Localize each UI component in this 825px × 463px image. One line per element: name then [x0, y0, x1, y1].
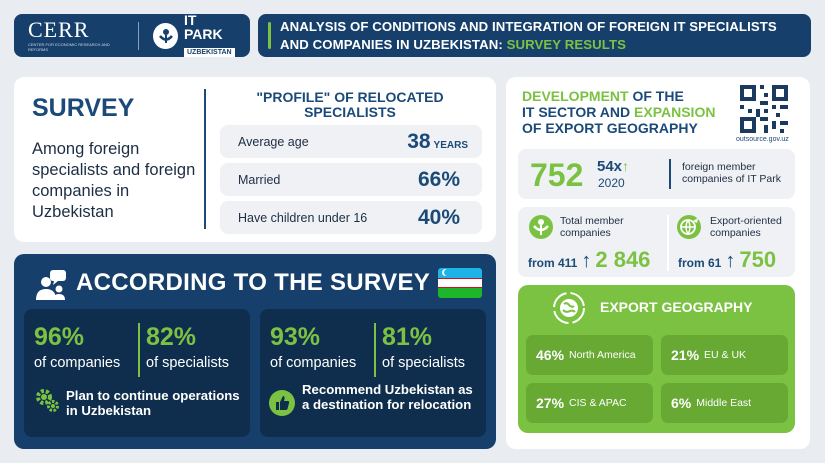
title-part-2: AND COMPANIES IN UZBEKISTAN: — [280, 37, 503, 52]
itpark-logo: IT PARK UZBEKISTAN — [153, 13, 236, 59]
development-heading: DEVELOPMENT OF THE IT SECTOR AND EXPANSI… — [522, 88, 715, 136]
arrow-up-icon: ↑ — [725, 250, 736, 272]
logo-bar: CERR CENTER FOR ECONOMIC RESEARCH AND RE… — [14, 13, 250, 59]
gears-icon — [34, 387, 60, 418]
total-members-growth: from 411 ↑ 2 846 — [528, 247, 650, 273]
companies-percent: 96% — [34, 323, 85, 351]
geo-tile-middle-east: 6% Middle East — [661, 383, 788, 423]
itpark-logo-subtext: UZBEKISTAN — [184, 47, 235, 57]
thumbs-up-icon — [268, 389, 296, 422]
companies-label: of companies — [34, 355, 121, 371]
export-companies-growth: from 61 ↑ 750 — [678, 247, 776, 273]
arrow-up-icon: ↑ — [581, 250, 592, 272]
page-title: ANALYSIS OF CONDITIONS AND INTEGRATION O… — [258, 14, 811, 57]
survey-card: SURVEY Among foreign specialists and for… — [14, 77, 496, 242]
geo-tile-eu-uk: 21% EU & UK — [661, 335, 788, 375]
companies-label: of companies — [270, 355, 357, 371]
itpark-members-icon — [528, 214, 554, 245]
heading-word-of-the: OF THE — [632, 88, 684, 104]
multiplier-text: 54x — [597, 158, 623, 175]
export-from: from 61 — [678, 256, 722, 270]
survey-divider — [204, 89, 206, 229]
geo-tile-cis-apac: 27% CIS & APAC — [526, 383, 653, 423]
cerr-logo-text: CERR — [28, 16, 90, 42]
geo-region: EU & UK — [704, 349, 747, 361]
members-divider — [669, 159, 671, 189]
block-footer-text: Recommend Uzbekistan as a destination fo… — [302, 382, 473, 412]
people-chat-icon — [34, 268, 68, 302]
globe-export-icon — [676, 214, 702, 245]
title-line-2: AND COMPANIES IN UZBEKISTAN: SURVEY RESU… — [280, 36, 799, 54]
profile-row-married: Married 66% — [220, 163, 482, 196]
geo-percent: 21% — [671, 347, 700, 363]
geo-percent: 6% — [671, 395, 692, 411]
heading-word-development: DEVELOPMENT — [522, 88, 629, 104]
export-to: 750 — [739, 247, 777, 272]
specialists-percent: 82% — [146, 323, 197, 351]
survey-heading: SURVEY — [32, 94, 135, 122]
survey-description: Among foreign specialists and foreign co… — [32, 140, 196, 221]
profile-row-unit: YEARS — [433, 139, 468, 151]
export-companies-label: Export-oriented companies — [710, 215, 782, 239]
heading-word-expansion: EXPANSION — [634, 104, 716, 120]
export-geography-card: EXPORT GEOGRAPHY 46% North America 21% E… — [518, 285, 795, 433]
geo-percent: 46% — [536, 347, 565, 363]
heading-word-export-geo: OF EXPORT GEOGRAPHY — [522, 120, 698, 136]
specialists-label: of specialists — [382, 355, 466, 371]
block-divider — [138, 323, 140, 377]
development-heading-line-2: IT SECTOR AND EXPANSION — [522, 104, 715, 120]
members-multiplier: 54x↑ — [597, 158, 629, 175]
uzbekistan-flag-icon — [438, 268, 482, 298]
qr-code-icon[interactable] — [740, 85, 788, 133]
export-geography-heading: EXPORT GEOGRAPHY — [600, 299, 753, 315]
companies-percent: 93% — [270, 323, 321, 351]
globe-arrows-icon — [552, 291, 586, 330]
cerr-logo-subtext: CENTER FOR ECONOMIC RESEARCH AND REFORMS — [28, 41, 110, 52]
members-year: 2020 — [598, 176, 625, 190]
development-card: DEVELOPMENT OF THE IT SECTOR AND EXPANSI… — [506, 77, 810, 449]
specialists-percent: 81% — [382, 323, 433, 351]
block-divider — [374, 323, 376, 377]
profile-row-value: 40% — [417, 205, 460, 229]
geo-region: North America — [569, 349, 636, 361]
logo-divider — [138, 21, 140, 50]
geo-percent: 27% — [536, 395, 565, 411]
specialists-label: of specialists — [146, 355, 230, 371]
survey-block-continue: 96% of companies 82% of specialists Plan… — [24, 309, 250, 437]
profile-row-value: 38 — [407, 129, 431, 153]
according-heading: ACCORDING TO THE SURVEY — [76, 269, 431, 296]
arrow-up-icon: ↑ — [622, 158, 630, 174]
growth-divider — [667, 215, 669, 271]
itpark-logo-icon — [153, 22, 178, 49]
growth-stats-box: Total member companies from 411 ↑ 2 846 … — [518, 207, 795, 277]
itpark-logo-text: IT PARK — [184, 11, 223, 42]
according-card: ACCORDING TO THE SURVEY 96% of companies… — [14, 254, 496, 449]
profile-row-value: 66% — [417, 167, 460, 191]
survey-block-recommend: 93% of companies 81% of specialists Reco… — [260, 309, 486, 437]
total-members-label: Total member companies — [560, 215, 624, 239]
geo-region: Middle East — [696, 397, 752, 409]
members-stat-box: 752 54x↑ 2020 foreign member companies o… — [518, 149, 795, 199]
members-value: 752 — [530, 157, 584, 193]
members-label: foreign member companies of IT Park — [682, 161, 782, 185]
total-to: 2 846 — [595, 247, 651, 272]
cerr-logo: CERR CENTER FOR ECONOMIC RESEARCH AND RE… — [28, 16, 124, 53]
block-footer-text: Plan to continue operations in Uzbekista… — [66, 388, 240, 418]
profile-row-label: Average age — [238, 134, 309, 149]
total-from: from 411 — [528, 256, 578, 270]
profile-row-label: Married — [238, 172, 281, 187]
profile-row-age: Average age 38 YEARS — [220, 125, 482, 158]
profile-row-children: Have children under 16 40% — [220, 201, 482, 234]
profile-heading: "PROFILE" OF RELOCATED SPECIALISTS — [256, 89, 444, 120]
development-heading-line-1: DEVELOPMENT OF THE — [522, 88, 715, 104]
title-part-3: SURVEY RESULTS — [506, 37, 626, 52]
heading-word-it-sector: IT SECTOR AND — [522, 104, 631, 120]
qr-source-link[interactable]: outsource.gov.uz — [736, 136, 789, 143]
profile-row-label: Have children under 16 — [238, 210, 368, 225]
geo-region: CIS & APAC — [569, 397, 627, 409]
title-line-1: ANALYSIS OF CONDITIONS AND INTEGRATION O… — [280, 19, 777, 34]
profile-row-value-wrap: 38 YEARS — [407, 130, 468, 154]
geo-tile-north-america: 46% North America — [526, 335, 653, 375]
